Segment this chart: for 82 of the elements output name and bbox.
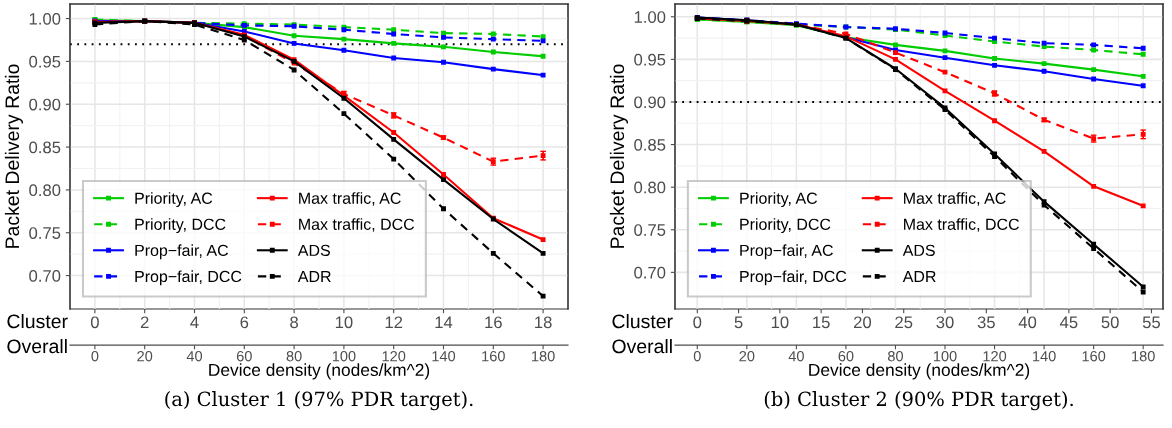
x-tick-label: 120	[382, 351, 406, 362]
legend-label: Priority, DCC	[740, 218, 831, 234]
x-tick-label: 20	[137, 351, 153, 362]
legend-label: Max traffic, AC	[299, 192, 401, 206]
legend-label: Priority, AC	[740, 192, 818, 208]
x-tick-label: 160	[1082, 351, 1106, 362]
x-tick-label: 80	[887, 351, 904, 362]
y-tick-label: 0.75	[634, 224, 666, 236]
x2-tick-label: 12	[385, 316, 403, 329]
x2-tick-label: 15	[813, 316, 830, 329]
text: Overall	[612, 338, 672, 354]
legend-label: ADR	[297, 270, 331, 282]
legend-label: ADS	[902, 244, 935, 257]
y-tick-label: 0.75	[29, 227, 61, 239]
x2-axis-title: Cluster	[7, 313, 68, 329]
x-tick-label: 80	[286, 351, 302, 362]
x2-tick-label: 10	[335, 316, 353, 329]
x2-tick-label: 0	[693, 316, 702, 329]
x2-tick-label: 30	[936, 316, 954, 329]
x-tick-label: 180	[532, 351, 555, 362]
y-tick-label: 0.85	[29, 141, 61, 154]
x-tick-label: 40	[186, 351, 203, 362]
x-tick-label: 120	[983, 351, 1007, 362]
x-tick-label: 0	[91, 351, 99, 362]
y-tick-label: 0.95	[634, 53, 666, 66]
x2-tick-label: 5	[734, 316, 743, 329]
legend-label: Priority, AC	[135, 192, 213, 208]
x2-tick-label: 45	[1059, 316, 1078, 329]
y-tick-label: 1.00	[634, 11, 666, 23]
legend-label: ADS	[297, 244, 330, 257]
x-axis-title: Device density (nodes/km^2)	[209, 363, 430, 380]
y-tick-label: 0.90	[634, 96, 666, 109]
x2-tick-label: 18	[535, 316, 552, 329]
x2-tick-label: 6	[240, 316, 249, 329]
x2-tick-label: 35	[977, 316, 995, 329]
x2-tick-label: 2	[140, 316, 149, 329]
legend-label: Priority, DCC	[135, 218, 226, 234]
legend-label: ADR	[902, 270, 936, 282]
x-tick-label: 160	[482, 351, 505, 362]
y-tick-label: 0.80	[29, 184, 61, 197]
x-axis-title: Device density (nodes/km^2)	[809, 363, 1030, 380]
text: Overall	[7, 338, 67, 354]
x-tick-label: 140	[432, 351, 456, 362]
y-tick-label: 0.95	[29, 55, 61, 68]
x-tick-label: 60	[236, 351, 252, 362]
x2-tick-label: 25	[895, 316, 913, 329]
x2-tick-label: 4	[190, 316, 199, 329]
x-tick-label: 100	[332, 351, 356, 362]
legend-label: Prop−fair, AC	[135, 244, 229, 260]
legend-label: Prop−fair, AC	[740, 244, 833, 260]
x2-tick-label: 40	[1018, 316, 1037, 329]
y-tick-label: 0.80	[634, 181, 666, 194]
x2-tick-label: 8	[290, 316, 299, 329]
x-tick-label: 180	[1132, 351, 1155, 362]
y-tick-label: 1.00	[29, 12, 61, 25]
x2-tick-label: 16	[485, 316, 502, 329]
text: (a) Cluster 1 (97% PDR target).	[165, 391, 473, 411]
x-tick-label: 60	[838, 351, 854, 362]
legend-label: Max traffic, DCC	[299, 218, 415, 232]
legend-label: Max traffic, AC	[904, 192, 1006, 206]
y-tick-label: 0.85	[634, 138, 666, 151]
x-tick-label: 0	[693, 351, 701, 362]
text: (b) Cluster 2 (90% PDR target).	[764, 391, 1073, 411]
x-tick-label: 100	[933, 351, 957, 362]
legend-label: Max traffic, DCC	[904, 218, 1019, 232]
legend-label: Prop−fair, DCC	[135, 270, 242, 286]
x2-tick-label: 55	[1142, 316, 1161, 329]
x-tick-label: 20	[739, 351, 755, 362]
x2-tick-label: 20	[854, 316, 872, 329]
x-tick-label: 40	[788, 351, 804, 362]
y-tick-label: 0.90	[29, 98, 61, 111]
y-tick-label: 0.70	[29, 269, 61, 282]
x2-tick-label: 14	[435, 316, 453, 329]
x2-tick-label: 0	[90, 316, 99, 329]
x2-tick-label: 50	[1101, 316, 1119, 329]
x-tick-label: 140	[1033, 351, 1056, 362]
x2-tick-label: 10	[771, 316, 789, 329]
y-tick-label: 0.70	[634, 266, 666, 279]
legend-label: Prop−fair, DCC	[740, 270, 847, 286]
y-axis-title: Packet Delivery Ratio	[4, 64, 23, 248]
y-axis-title: Packet Delivery Ratio	[609, 64, 628, 248]
x2-axis-title: Cluster	[612, 313, 673, 329]
